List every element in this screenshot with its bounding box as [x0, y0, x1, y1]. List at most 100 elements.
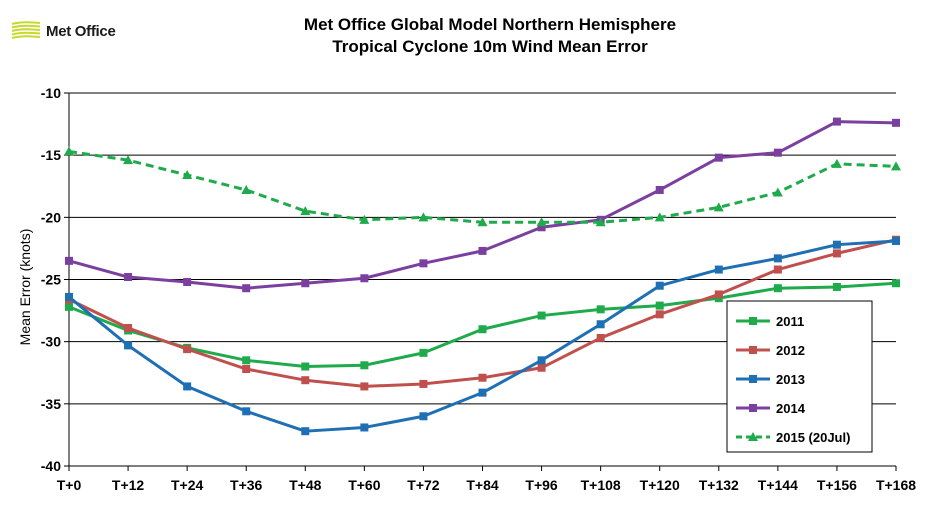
x-tick-label: T+156 — [817, 477, 857, 493]
data-point — [360, 361, 369, 370]
data-point — [655, 185, 664, 194]
chart-title: Met Office Global Model Northern Hemisph… — [303, 15, 677, 34]
legend-item: 2012 — [736, 343, 805, 358]
x-tick-label: T+108 — [581, 477, 621, 493]
y-tick-label: -40 — [41, 458, 61, 474]
x-tick-label: T+168 — [876, 477, 916, 493]
legend-swatch-marker — [749, 317, 757, 325]
x-tick-label: T+48 — [289, 477, 322, 493]
logo-wave-line — [11, 28, 41, 32]
data-point — [124, 341, 133, 350]
data-point — [892, 279, 900, 288]
x-tick-label: T+12 — [112, 477, 145, 493]
data-point — [301, 279, 310, 288]
legend: 2011 2012 2013 2014 2015 (20Jul) — [726, 300, 873, 453]
data-point — [183, 382, 192, 391]
data-point — [242, 284, 251, 293]
data-point — [360, 274, 369, 283]
x-tick-label: T+144 — [758, 477, 798, 493]
data-point — [182, 170, 193, 180]
data-point — [537, 223, 546, 232]
data-point — [242, 365, 251, 374]
logo-wordmark: Met Office — [46, 22, 116, 40]
series-line — [68, 149, 897, 224]
data-point — [478, 325, 487, 334]
data-point — [241, 184, 252, 194]
data-point — [892, 118, 900, 127]
data-point — [124, 323, 133, 332]
legend-item: 2013 — [736, 372, 805, 387]
legend-swatch-marker — [749, 375, 757, 383]
x-tick-label: T+72 — [407, 477, 440, 493]
data-point — [419, 379, 428, 388]
data-point — [123, 155, 134, 165]
data-point — [655, 281, 664, 290]
x-tick-label: T+24 — [171, 477, 204, 493]
met-office-logo-icon — [11, 21, 41, 39]
legend-label: 2015 (20Jul) — [776, 430, 850, 445]
data-point — [831, 158, 842, 168]
data-point — [772, 187, 783, 197]
legend-item: 2015 (20Jul) — [736, 430, 850, 445]
legend-label: 2011 — [776, 314, 804, 329]
legend-swatch-marker — [748, 432, 758, 441]
data-point — [65, 256, 73, 265]
y-tick-label: -20 — [41, 209, 61, 225]
data-point — [655, 310, 664, 319]
legend-swatch-marker — [749, 346, 757, 354]
series-3 — [65, 236, 900, 436]
chart-subtitle: Tropical Cyclone 10m Wind Mean Error — [332, 37, 648, 56]
data-point — [714, 265, 723, 274]
data-point — [832, 282, 841, 291]
data-point — [714, 153, 723, 162]
y-tick-label: -15 — [41, 147, 61, 163]
data-point — [773, 265, 782, 274]
x-tick-labels: T+0 T+12 T+24 T+36 T+48 T+60 T+72 T+84 T+96 T+108… — [57, 477, 917, 493]
legend-label: 2014 — [776, 401, 806, 416]
logo-wave-line — [11, 31, 41, 36]
data-point — [714, 290, 723, 299]
data-point — [65, 302, 73, 311]
data-point — [773, 148, 782, 157]
data-point — [242, 407, 251, 416]
logo-wave-line — [11, 21, 41, 25]
data-point — [832, 117, 841, 126]
legend-item: 2011 — [736, 314, 804, 329]
data-point — [183, 345, 192, 354]
data-point — [596, 320, 605, 329]
data-point — [713, 202, 724, 212]
x-tick-label: T+132 — [699, 477, 739, 493]
data-point — [537, 363, 546, 372]
data-point — [183, 277, 192, 286]
met-office-logo: Met Office — [10, 20, 116, 42]
x-tick-label: T+84 — [466, 477, 499, 493]
series-5 — [64, 146, 901, 227]
data-point — [537, 356, 546, 365]
data-point — [892, 236, 900, 245]
data-point — [478, 373, 487, 382]
x-tick-label: T+0 — [57, 477, 82, 493]
data-point — [478, 388, 487, 397]
data-point — [773, 284, 782, 293]
x-tick-label: T+120 — [640, 477, 680, 493]
data-point — [595, 217, 606, 227]
data-point — [891, 161, 901, 171]
data-point — [477, 217, 488, 227]
y-tick-labels: -10 -15 -20 -25 -30 -35 -40 — [41, 85, 61, 474]
y-tick-label: -35 — [41, 396, 61, 412]
data-point — [419, 348, 428, 357]
y-tick-label: -25 — [41, 272, 61, 288]
legend-item: 2014 — [736, 401, 806, 416]
x-tick-label: T+96 — [525, 477, 558, 493]
data-point — [360, 423, 369, 432]
data-point — [300, 206, 311, 216]
data-point — [773, 254, 782, 263]
data-point — [124, 273, 133, 282]
data-point — [301, 427, 310, 436]
data-point — [478, 246, 487, 255]
data-point — [418, 212, 429, 222]
data-point — [301, 376, 310, 385]
data-point — [596, 333, 605, 342]
data-point — [359, 214, 370, 224]
